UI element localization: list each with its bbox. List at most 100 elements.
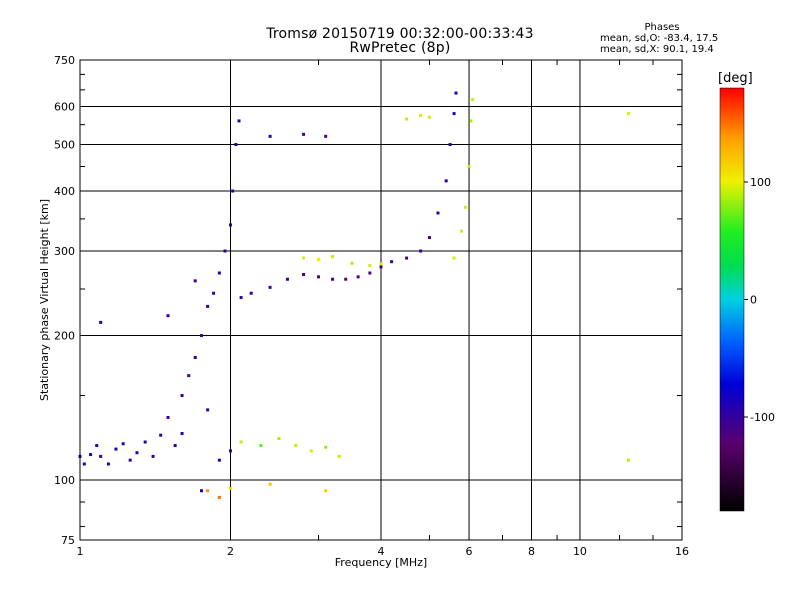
- stats-heading: Phases: [644, 22, 680, 33]
- y-tick-label: 500: [54, 139, 75, 152]
- data-point: [173, 444, 177, 448]
- y-axis-label: Stationary phase Virtual Height [km]: [38, 199, 51, 401]
- data-point: [249, 291, 253, 295]
- x-ticks: 1 2 4 6 8 10 16: [77, 545, 690, 558]
- data-point: [285, 277, 289, 281]
- x-axis-label: Frequency [MHz]: [335, 556, 427, 569]
- data-point: [143, 440, 147, 444]
- data-point: [229, 487, 232, 491]
- data-point: [193, 355, 197, 359]
- data-point: [166, 415, 170, 419]
- y-tick-label: 200: [54, 330, 75, 343]
- data-point: [471, 98, 475, 102]
- data-point: [193, 279, 197, 283]
- data-point: [379, 265, 383, 269]
- colorbar-label: [deg]: [718, 71, 753, 86]
- data-point: [166, 314, 170, 318]
- data-point: [324, 489, 328, 493]
- data-point: [268, 134, 272, 138]
- data-point: [405, 256, 409, 260]
- data-point: [259, 444, 263, 448]
- x-tick-label: 2: [227, 545, 234, 558]
- y-tick-label: 75: [61, 534, 75, 547]
- colorbar: [719, 87, 745, 512]
- data-point: [626, 458, 630, 462]
- data-point: [106, 462, 110, 466]
- data-point: [317, 275, 321, 279]
- data-point: [206, 304, 210, 308]
- data-point: [460, 229, 464, 233]
- data-point: [368, 271, 372, 275]
- data-point: [99, 454, 103, 458]
- data-point: [159, 433, 163, 437]
- x-tick-label: 8: [528, 545, 535, 558]
- chart-title: Tromsø 20150719 00:32:00-00:33:43: [266, 26, 534, 42]
- data-point: [448, 143, 452, 147]
- data-point: [151, 454, 155, 458]
- data-point: [89, 453, 93, 457]
- data-point: [467, 164, 471, 168]
- data-point: [223, 249, 227, 253]
- data-point: [99, 320, 103, 324]
- data-point: [356, 275, 360, 279]
- data-point: [419, 249, 423, 253]
- data-point: [128, 458, 132, 462]
- data-point: [302, 256, 306, 260]
- y-tick-label: 300: [54, 245, 75, 258]
- y-ticks: 75 100 200 300 400 500 600 750: [54, 54, 75, 547]
- colorbar-ticks: 100 0 -100: [744, 176, 775, 424]
- x-tick-label: 10: [573, 545, 587, 558]
- y-tick-label: 100: [54, 474, 75, 487]
- data-point: [294, 444, 298, 448]
- data-point: [302, 273, 306, 277]
- data-point: [444, 179, 448, 183]
- data-point: [379, 262, 383, 266]
- data-point: [452, 112, 456, 116]
- data-point: [419, 113, 423, 117]
- data-point: [344, 277, 348, 281]
- data-point: [229, 223, 232, 227]
- data-point: [324, 445, 328, 449]
- data-point: [217, 458, 221, 462]
- data-point: [95, 444, 99, 448]
- data-point: [231, 189, 235, 193]
- data-point: [200, 334, 204, 338]
- data-point: [82, 462, 86, 466]
- data-point: [469, 119, 473, 123]
- data-point: [302, 132, 306, 136]
- data-point: [180, 394, 184, 398]
- data-point: [121, 442, 125, 446]
- stats-line-x: mean, sd,X: 90.1, 19.4: [600, 44, 714, 55]
- colorbar-tick-label: 100: [750, 176, 771, 189]
- data-point: [217, 271, 221, 275]
- data-point: [427, 236, 431, 240]
- data-point: [217, 495, 221, 499]
- data-point: [114, 447, 118, 451]
- data-point: [135, 451, 139, 455]
- data-point: [454, 91, 458, 95]
- data-point: [309, 449, 313, 453]
- x-tick-label: 6: [466, 545, 473, 558]
- data-point: [350, 261, 354, 265]
- data-point: [317, 258, 321, 262]
- plot-frame: [79, 59, 683, 541]
- x-tick-label: 1: [77, 545, 84, 558]
- x-tick-label: 16: [675, 545, 689, 558]
- data-point: [200, 489, 204, 493]
- data-point: [324, 134, 328, 138]
- data-point: [277, 437, 281, 441]
- data-point: [206, 489, 210, 493]
- data-point: [268, 482, 272, 486]
- data-point: [337, 454, 341, 458]
- data-points: [78, 91, 630, 499]
- data-point: [268, 285, 272, 289]
- data-point: [331, 277, 335, 281]
- data-point: [390, 260, 394, 264]
- data-point: [237, 119, 241, 123]
- data-point: [626, 112, 630, 116]
- y-tick-label: 750: [54, 54, 75, 67]
- data-point: [229, 449, 232, 453]
- data-point: [206, 408, 210, 412]
- stats-block: Phases mean, sd,O: -83.4, 17.5 mean, sd,…: [600, 22, 718, 55]
